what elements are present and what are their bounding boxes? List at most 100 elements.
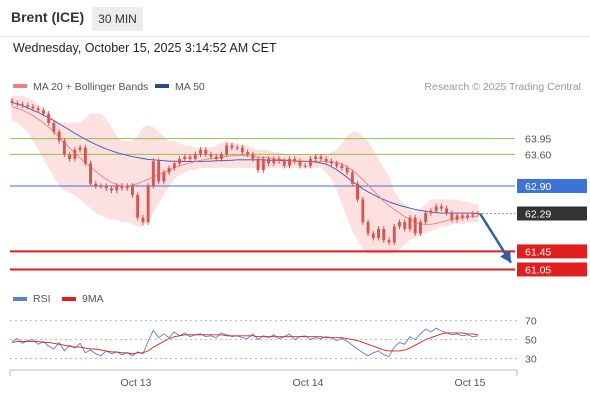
level-label-bg-support <box>517 262 587 277</box>
candle-body <box>131 186 134 195</box>
candle-body <box>387 240 391 243</box>
candle-body <box>136 195 140 218</box>
candle-body <box>340 165 344 168</box>
ma50-legend-swatch <box>155 84 169 88</box>
candle-body <box>455 215 459 220</box>
candle-body <box>298 161 302 166</box>
rsi-panel: 70 50 30 <box>10 316 537 366</box>
candle-body <box>110 188 113 191</box>
ma20-legend-label: MA 20 + Bollinger Bands <box>33 81 148 93</box>
candle-body <box>214 156 218 159</box>
candle-body <box>419 222 422 234</box>
candle-body <box>15 103 19 105</box>
candle-body <box>251 154 255 159</box>
candle-body <box>188 156 192 159</box>
candle-body <box>157 161 161 182</box>
candle-body <box>403 222 407 229</box>
level-label-last: 62.29 <box>525 209 551 221</box>
rsi-legend: RSI 9MA <box>13 293 104 305</box>
candle-body <box>36 108 40 111</box>
level-label-support: 61.45 <box>525 246 551 258</box>
chart-datetime: Wednesday, October 15, 2025 3:14:52 AM C… <box>13 41 277 55</box>
candle-body <box>225 145 229 155</box>
candle-body <box>293 158 297 162</box>
candle-body <box>356 183 359 200</box>
price-level-labels: 63.95 63.60 62.90 62.29 61.45 61.05 <box>517 134 587 277</box>
level-label-pivot: 62.90 <box>525 181 551 193</box>
candle-body <box>89 163 92 184</box>
candle-body <box>366 222 370 234</box>
candle-body <box>350 172 354 184</box>
x-tick-label-oct15: Oct 15 <box>455 377 486 389</box>
candle-body <box>99 186 103 187</box>
candle-body <box>424 213 428 223</box>
ma50-legend-label: MA 50 <box>175 81 205 93</box>
candle-body <box>371 233 375 238</box>
bollinger-band-fill <box>12 95 478 254</box>
rsi-ma-legend-label: 9MA <box>82 293 104 305</box>
candle-body <box>125 186 129 189</box>
candle-body <box>246 152 250 155</box>
candle-body <box>398 222 401 227</box>
candle-body <box>199 149 202 155</box>
level-label-bg-pivot <box>517 178 587 193</box>
rsi-legend-swatch <box>13 297 27 301</box>
candle-body <box>319 156 323 159</box>
candle-body <box>193 154 197 159</box>
candle-body <box>450 213 454 220</box>
header-bar: Brent (ICE) 30 MIN <box>0 0 590 37</box>
candle-body <box>361 199 365 223</box>
rsi-line <box>11 327 479 358</box>
candle-body <box>68 154 72 159</box>
main-plot-area <box>10 95 515 271</box>
candle-body <box>21 104 24 106</box>
candle-body <box>151 161 155 186</box>
candle-body <box>167 167 171 173</box>
rsi-tick-label: 50 <box>525 335 537 347</box>
candle-body <box>178 158 181 164</box>
x-tick-label-oct13: Oct 13 <box>121 377 152 389</box>
candle-body <box>408 217 412 229</box>
level-label-bg-last <box>517 206 587 221</box>
instrument-title: Brent (ICE) <box>11 9 85 25</box>
candle-body <box>309 158 312 166</box>
candle-body <box>78 147 82 150</box>
candle-body <box>62 140 66 155</box>
forecast-arrow-head <box>500 250 511 263</box>
candle-body <box>172 163 176 168</box>
candle-body <box>42 110 45 114</box>
candle-body <box>476 213 480 215</box>
level-label-resistance: 63.60 <box>525 149 551 161</box>
rsi-legend-label: RSI <box>33 293 51 305</box>
candle-body <box>240 147 244 153</box>
x-tick-label-oct14: Oct 14 <box>293 377 324 389</box>
candle-body <box>330 161 333 164</box>
candle-body <box>392 226 396 243</box>
candle-body <box>335 163 339 166</box>
candle-body <box>413 217 417 234</box>
candle-body <box>466 215 469 218</box>
ma50-line <box>11 102 479 214</box>
candle-body <box>57 131 61 141</box>
candle-body <box>204 149 208 155</box>
candle-body <box>382 228 386 241</box>
candle-body <box>104 186 108 189</box>
timeframe-button[interactable]: 30 MIN <box>92 7 143 31</box>
candle-body <box>267 158 270 164</box>
rsi-tick-label: 30 <box>525 354 537 366</box>
candle-body <box>429 210 433 214</box>
candle-body <box>471 214 475 216</box>
candle-body <box>52 122 56 132</box>
candle-body <box>73 149 77 159</box>
candle-body <box>209 154 213 157</box>
rsi-ma-line <box>11 332 479 355</box>
candle-body <box>26 105 30 107</box>
candle-body <box>115 186 119 191</box>
candle-body <box>83 147 87 164</box>
candle-body <box>377 228 380 238</box>
candle-body <box>230 145 234 148</box>
candle-body <box>94 183 98 186</box>
level-label-bg-support <box>517 244 587 259</box>
candle-body <box>162 172 166 182</box>
